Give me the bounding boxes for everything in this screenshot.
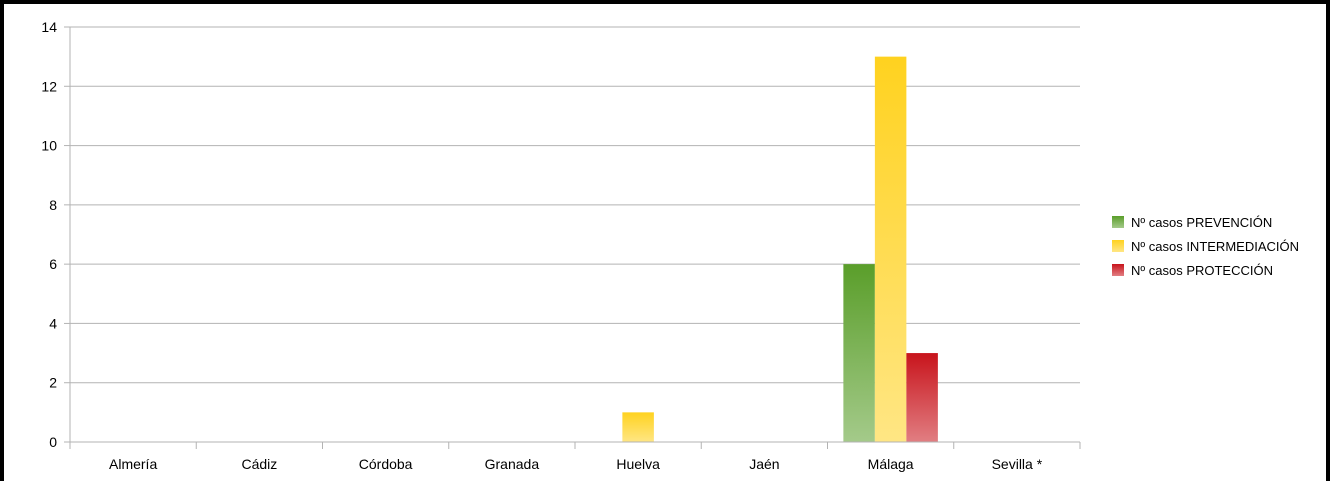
y-tick-label: 4 [49,315,57,331]
gridlines [70,26,1080,384]
bar [874,56,907,443]
legend-swatch [1112,216,1124,228]
y-tick-label: 10 [41,138,57,154]
legend-label: Nº casos INTERMEDIACIÓN [1131,239,1299,254]
y-tick-label: 8 [49,197,57,213]
x-tick-label: Cádiz [241,456,277,472]
bar [906,353,938,442]
y-tick-label: 14 [41,19,57,35]
x-tick-label: Granada [485,456,540,472]
bar [622,412,654,442]
y-tick-label: 6 [49,256,57,272]
y-tick-label: 12 [41,78,57,94]
x-tick-label: Córdoba [359,456,413,472]
legend-swatch [1112,264,1124,276]
x-tick-label: Málaga [868,456,914,472]
x-tick-label: Huelva [616,456,660,472]
x-tick-label: Sevilla * [992,456,1043,472]
y-tick-label: 2 [49,375,57,391]
legend-label: Nº casos PROTECCIÓN [1131,263,1273,278]
x-tick-label: Almería [109,456,157,472]
bars [622,56,938,443]
x-tick-label: Jaén [749,456,779,472]
y-tick-label: 0 [49,434,57,450]
legend-swatch [1112,240,1124,252]
axes: 0 2 4 6 8 10 12 14 Almería Cádiz Córdoba Granada Hue… [41,19,1081,472]
legend: Nº casos PREVENCIÓN Nº casos INTERMEDIACI… [1112,215,1299,278]
legend-label: Nº casos PREVENCIÓN [1131,215,1272,230]
bar [843,264,875,442]
